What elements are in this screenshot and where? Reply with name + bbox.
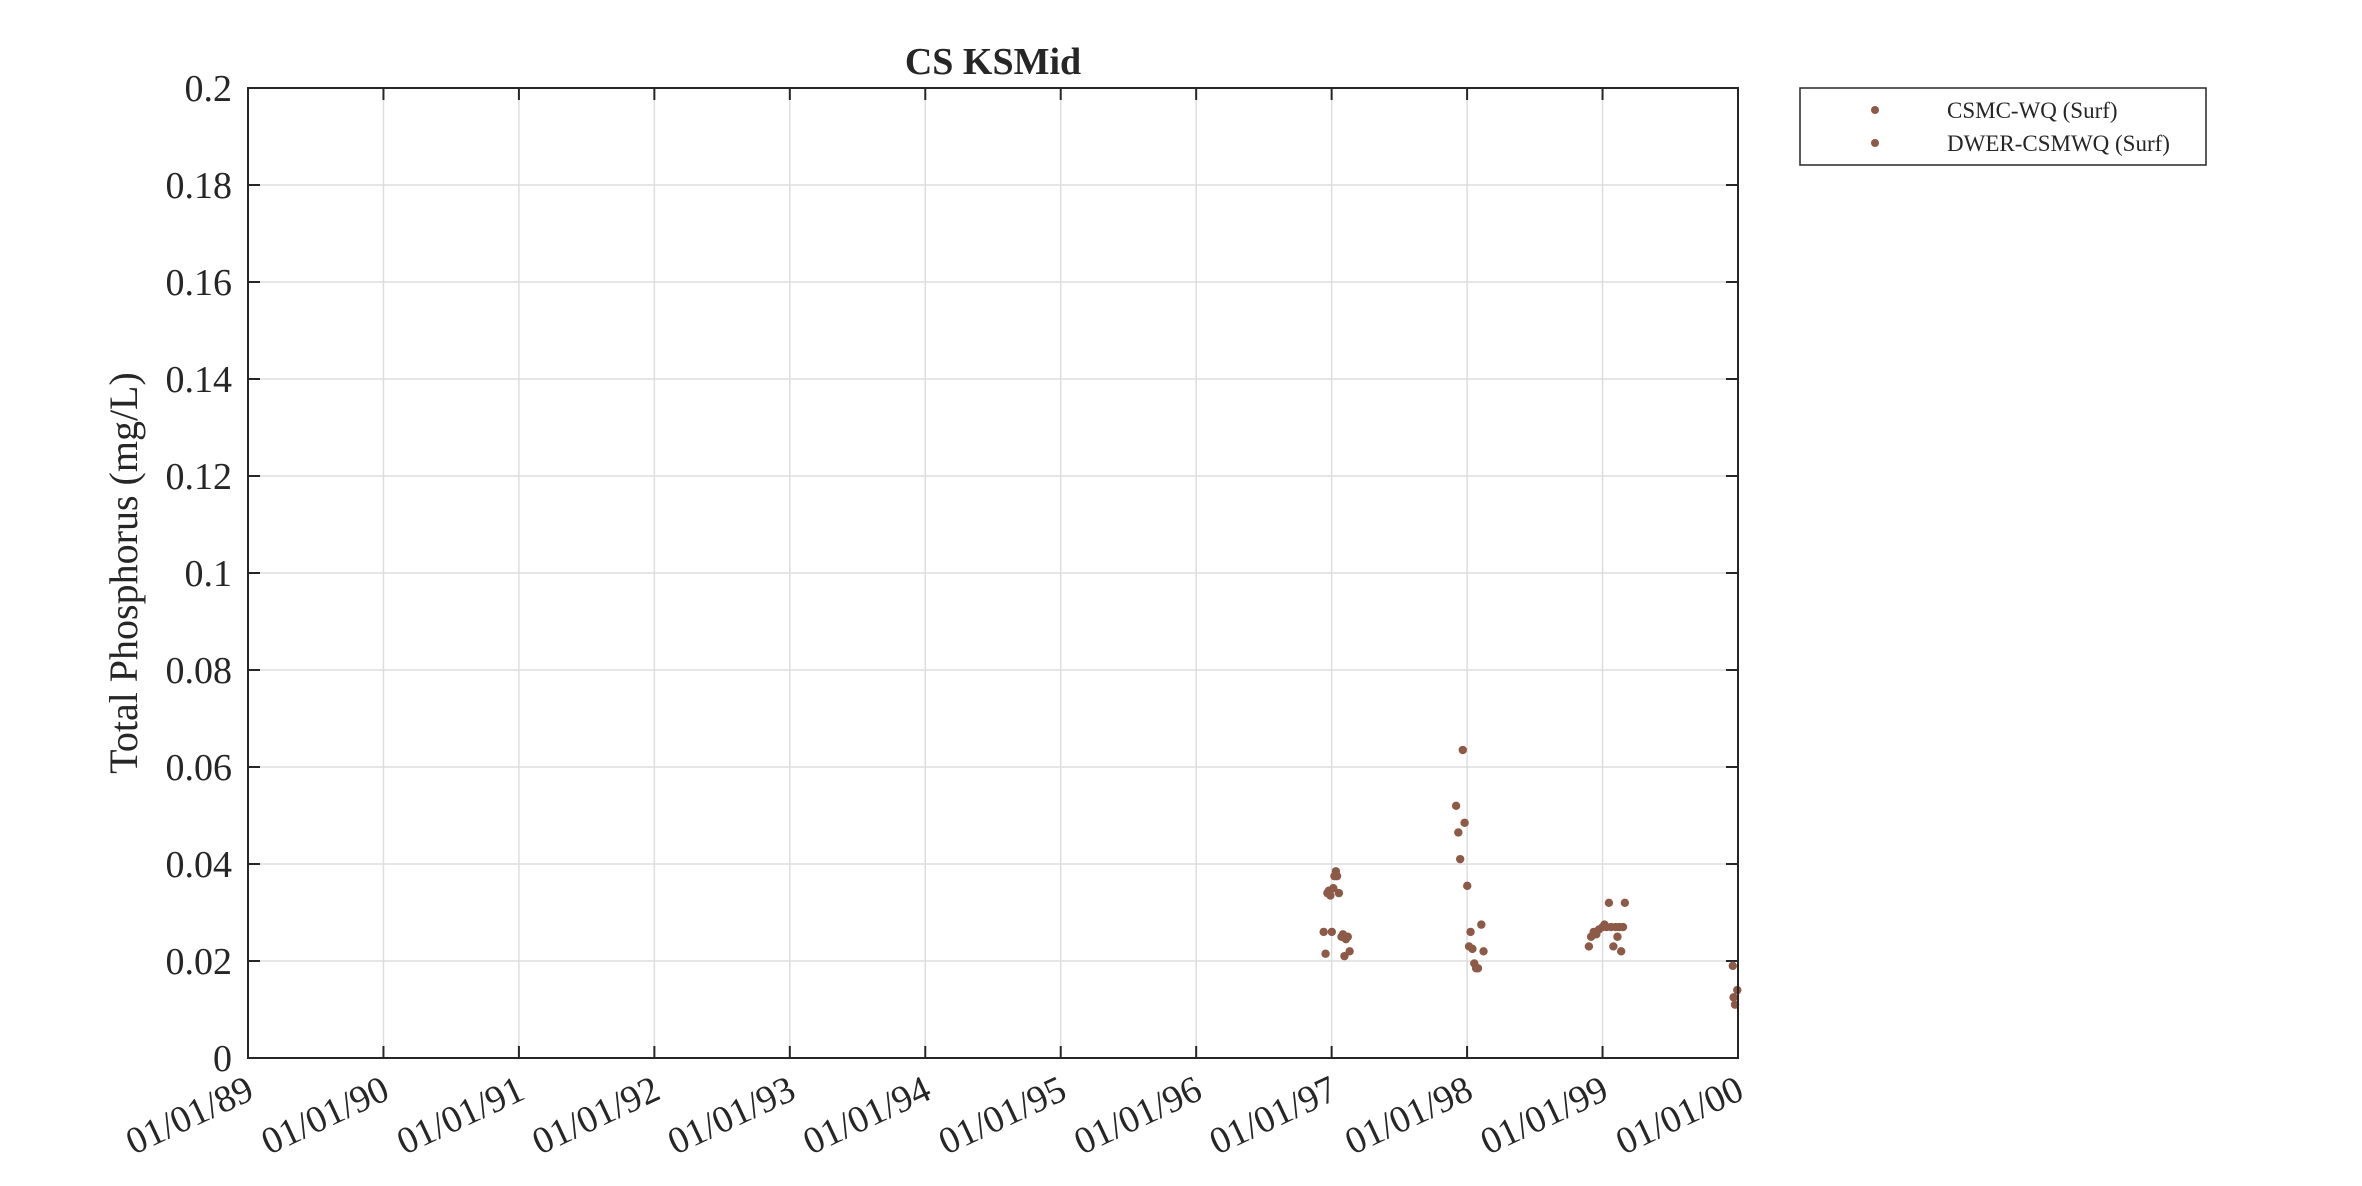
data-point-csmc — [1451, 801, 1461, 810]
data-point-dwer — [1618, 922, 1628, 932]
data-point-csmc — [1460, 818, 1469, 827]
y-tick-label: 0 — [213, 1038, 232, 1080]
data-point-csmc — [1455, 854, 1465, 864]
y-tick-label: 0.08 — [166, 650, 233, 692]
plot-frame — [247, 87, 1739, 1059]
data-point-dwer — [1613, 932, 1622, 941]
y-tick-label: 0.06 — [166, 747, 233, 789]
y-tick-label: 0.12 — [166, 456, 233, 498]
data-point-csmc — [1343, 932, 1352, 941]
data-point-dwer — [1728, 961, 1738, 971]
data-point-csmc — [1473, 964, 1483, 973]
data-point-csmc — [1468, 944, 1477, 954]
data-point-csmc — [1345, 947, 1354, 956]
data-point-csmc — [1477, 920, 1486, 929]
data-point-csmc — [1458, 745, 1467, 755]
data-point-csmc — [1466, 927, 1475, 937]
data-point-csmc — [1332, 871, 1342, 881]
data-point-dwer — [1616, 947, 1626, 956]
y-tick-label: 0.2 — [185, 68, 233, 110]
chart-title: CS KSMid — [905, 41, 1081, 83]
data-point-dwer — [1609, 942, 1618, 951]
data-point-csmc — [1319, 927, 1328, 937]
y-tick-label: 0.14 — [166, 359, 233, 401]
legend-marker-csmc — [1871, 106, 1879, 114]
y-tick-label: 0.04 — [166, 844, 233, 886]
data-point-dwer — [1604, 898, 1614, 907]
data-point-dwer — [1584, 942, 1594, 951]
y-tick-label: 0.16 — [166, 262, 233, 304]
data-points — [1319, 745, 1742, 1009]
data-point-csmc — [1454, 828, 1463, 837]
y-tick-label: 0.1 — [185, 553, 233, 595]
data-point-csmc — [1334, 888, 1344, 898]
y-tick-labels: 0 0.02 0.04 0.06 0.08 0.1 0.12 0.14 0.16 0.18 0.2 — [166, 68, 233, 1080]
y-tick-label: 0.18 — [166, 165, 233, 207]
data-point-dwer — [1729, 993, 1738, 1002]
legend-label-dwer: DWER-CSMWQ (Surf) — [1947, 131, 2170, 156]
y-tick-label: 0.02 — [166, 941, 233, 983]
data-point-csmc — [1463, 881, 1472, 891]
y-axis-label: Total Phosphorus (mg/L) — [101, 372, 146, 774]
data-point-csmc — [1321, 949, 1330, 958]
data-point-dwer — [1620, 898, 1630, 907]
legend-label-csmc: CSMC-WQ (Surf) — [1947, 98, 2118, 123]
legend-box — [1799, 87, 2207, 166]
legend[interactable]: CSMC-WQ (Surf) DWER-CSMWQ (Surf) — [1799, 87, 2207, 166]
data-point-csmc — [1327, 927, 1337, 937]
data-point-csmc — [1329, 884, 1338, 893]
legend-marker-dwer — [1871, 139, 1879, 147]
data-point-csmc — [1479, 947, 1488, 956]
data-point-csmc — [1326, 891, 1335, 900]
